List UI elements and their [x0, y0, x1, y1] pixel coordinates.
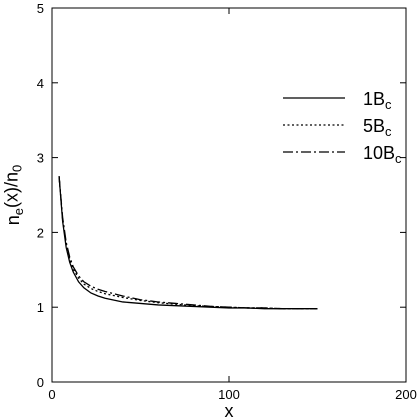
legend-label-3: 10Bc — [363, 143, 402, 166]
y-axis-title-group: ne(x)/n0 — [1, 165, 26, 225]
legend-label-2: 5Bc — [363, 116, 392, 139]
axis-ticks: 0 100 200 0 1 2 3 4 5 — [37, 1, 417, 402]
x-axis-title: x — [225, 401, 234, 420]
x-tick-label: 0 — [48, 387, 55, 402]
plot-frame — [51, 7, 407, 383]
y-tick-label: 5 — [37, 1, 44, 16]
x-tick-label: 100 — [218, 387, 240, 402]
y-tick-label: 0 — [37, 375, 44, 390]
y-tick-label: 3 — [37, 151, 44, 166]
y-tick-label: 2 — [37, 225, 44, 240]
series-line-3 — [58, 176, 318, 310]
series-line-1 — [58, 176, 318, 310]
x-tick-label: 200 — [395, 387, 417, 402]
y-axis-title: ne(x)/n0 — [1, 165, 26, 225]
legend-label-1: 1Bc — [363, 89, 392, 112]
series-line-2 — [58, 176, 318, 310]
legend: 1Bc 5Bc 10Bc — [283, 89, 402, 166]
y-tick-label: 4 — [37, 76, 44, 91]
series-group — [58, 176, 318, 310]
y-tick-label: 1 — [37, 300, 44, 315]
